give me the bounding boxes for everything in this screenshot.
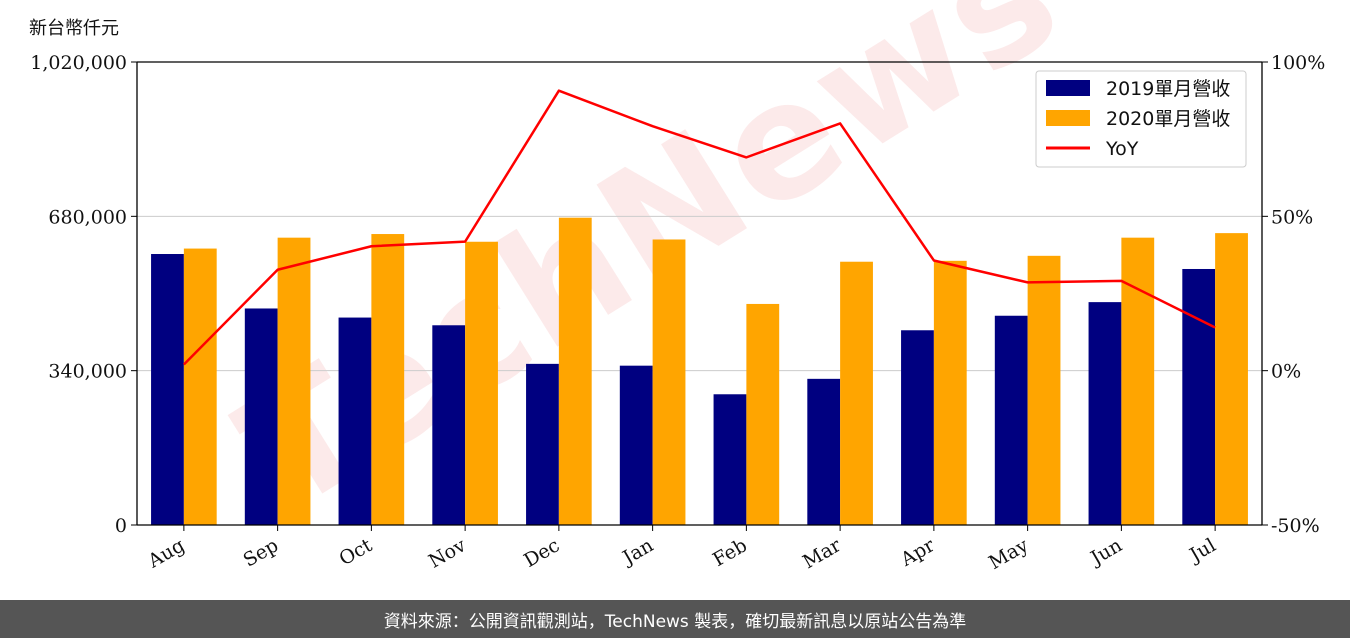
bar-2020-oct: [371, 234, 405, 526]
legend-swatch: [1046, 80, 1090, 96]
x-tick-label: Nov: [425, 534, 470, 573]
x-tick-label: Aug: [143, 534, 188, 573]
legend-swatch: [1046, 110, 1090, 126]
left-tick-label: 0: [115, 515, 127, 537]
x-tick-label: May: [985, 534, 1032, 574]
bar-2019-jun: [1088, 302, 1122, 525]
bar-2020-apr: [933, 260, 967, 525]
legend-label: 2020單月營收: [1106, 108, 1230, 130]
right-tick-label: 50%: [1271, 206, 1313, 228]
bar-2020-jun: [1121, 237, 1155, 525]
left-tick-label: 340,000: [48, 361, 127, 383]
x-tick-label: Jan: [617, 534, 657, 570]
bar-2020-may: [1027, 255, 1061, 525]
x-tick-label: Feb: [709, 534, 751, 571]
bar-2020-nov: [465, 241, 498, 526]
bar-2020-aug: [183, 248, 217, 525]
bar-2020-jul: [1215, 233, 1248, 526]
x-tick-label: Apr: [896, 534, 939, 571]
x-tick-label: Dec: [520, 534, 563, 572]
bar-2019-oct: [338, 317, 372, 525]
grid-lines: [137, 215, 1262, 372]
source-footer: 資料來源：公開資訊觀測站，TechNews 製表，確切最新訊息以原站公告為準: [0, 600, 1350, 638]
left-tick-label: 680,000: [48, 206, 127, 228]
yoy-line: [182, 89, 1216, 366]
bar-2020-jan: [652, 239, 686, 525]
x-tick-label: Jul: [1184, 534, 1219, 567]
yoy-line-layer: [182, 89, 1216, 366]
bar-2020-dec: [558, 217, 592, 525]
bar-2020-feb: [746, 303, 780, 525]
left-tick-label: 1,020,000: [30, 52, 127, 74]
bar-2019-mar: [807, 378, 841, 525]
bar-2019-feb: [713, 394, 747, 525]
legend: 2019單月營收 2020單月營收 YoY: [1035, 70, 1247, 168]
x-tick-label: Sep: [240, 534, 283, 571]
x-tick-label: Mar: [799, 534, 845, 573]
bar-2019-apr: [901, 330, 934, 525]
bar-2019-sep: [244, 308, 278, 525]
bar-2019-nov: [432, 325, 466, 525]
revenue-chart: TechNews 0340,000680,0001,020,000-50%0%5…: [30, 0, 1325, 574]
right-tick-label: -50%: [1271, 515, 1320, 537]
bar-2019-may: [994, 315, 1028, 525]
bar-2019-jul: [1182, 268, 1216, 525]
bar-2019-jan: [619, 365, 653, 525]
y-axis-unit-label: 新台幣仟元: [29, 18, 119, 39]
legend-label: 2019單月營收: [1106, 78, 1230, 100]
bars-layer: [151, 217, 1248, 526]
bar-2020-mar: [840, 261, 873, 525]
legend-label: YoY: [1105, 138, 1139, 160]
right-tick-label: 100%: [1271, 52, 1325, 74]
bar-2020-sep: [277, 237, 311, 525]
right-tick-label: 0%: [1271, 361, 1301, 383]
x-tick-label: Jun: [1085, 534, 1126, 570]
bar-2019-dec: [526, 363, 559, 525]
bar-2019-aug: [151, 254, 184, 525]
x-tick-label: Oct: [336, 534, 377, 570]
